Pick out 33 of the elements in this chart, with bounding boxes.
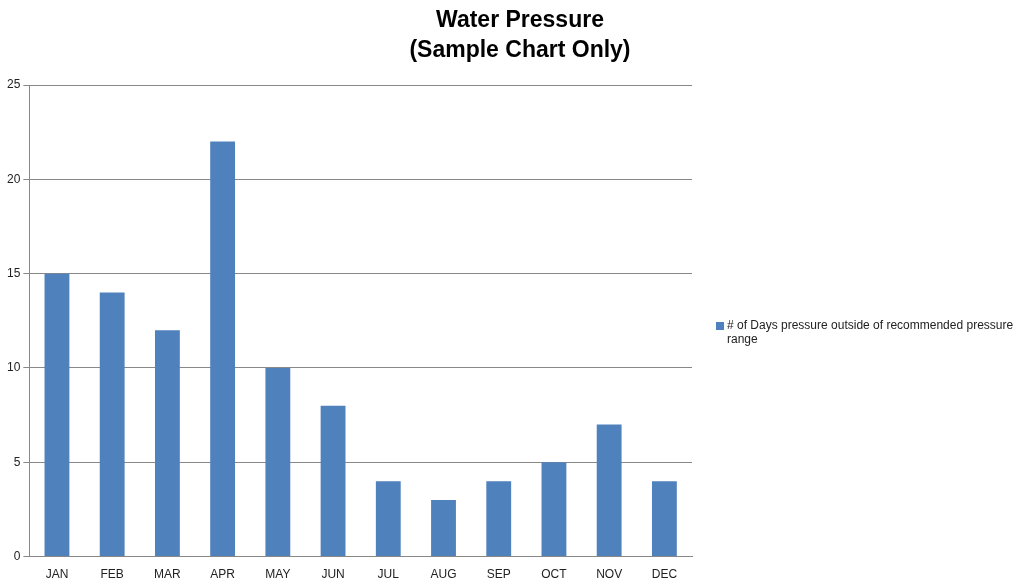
x-tick-label: MAR xyxy=(154,567,182,582)
x-tick-label: SEP xyxy=(486,567,511,582)
x-tick-label: JUN xyxy=(321,567,345,582)
y-tick-label: 5 xyxy=(13,454,21,469)
y-tick-label: 25 xyxy=(6,77,21,92)
y-tick-label: 0 xyxy=(13,548,21,563)
x-tick-label: APR xyxy=(210,567,236,582)
x-tick-label: JUL xyxy=(377,567,400,582)
bar xyxy=(154,330,180,557)
bar xyxy=(99,292,125,557)
x-tick-label: MAY xyxy=(265,567,291,582)
legend-label: # of Days pressure outside of recommended pressure range xyxy=(727,318,1015,346)
bar xyxy=(596,424,622,557)
x-tick-label: AUG xyxy=(430,567,457,582)
bar xyxy=(486,481,512,557)
bar xyxy=(320,405,346,557)
chart-subtitle: (Sample Chart Only) xyxy=(408,35,632,64)
x-tick-label: OCT xyxy=(541,567,568,582)
bar xyxy=(375,481,401,557)
bar xyxy=(210,141,236,557)
x-tick-label: FEB xyxy=(100,567,124,582)
chart-title: Water Pressure xyxy=(435,5,605,34)
x-tick-label: NOV xyxy=(596,567,623,582)
bar xyxy=(431,500,456,557)
x-tick-label: DEC xyxy=(651,567,678,582)
y-tick-label: 15 xyxy=(6,265,21,280)
bar xyxy=(651,481,677,557)
y-tick-label: 20 xyxy=(6,171,21,186)
bar xyxy=(265,367,291,557)
bar xyxy=(44,273,70,557)
y-tick-label: 10 xyxy=(6,360,21,375)
bar xyxy=(541,462,567,557)
x-tick-label: JAN xyxy=(45,567,69,582)
